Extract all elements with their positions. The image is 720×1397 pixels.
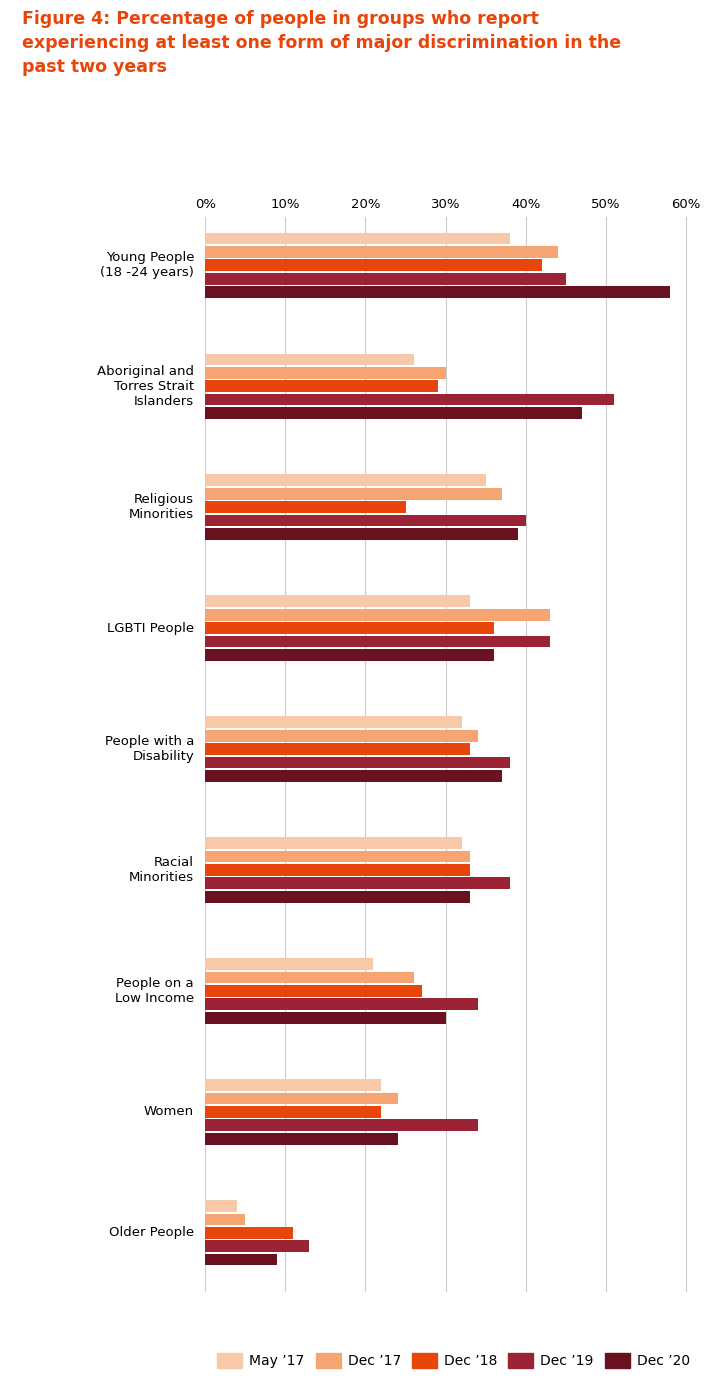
Bar (205, 1200, 238, 1213)
Bar (205, 246, 558, 257)
Bar (205, 380, 438, 393)
Bar (205, 717, 462, 728)
Bar (205, 609, 550, 620)
Bar (205, 1106, 382, 1118)
Bar (205, 407, 582, 419)
Text: Figure 4: Percentage of people in groups who report
experiencing at least one fo: Figure 4: Percentage of people in groups… (22, 10, 621, 77)
Bar (205, 1241, 310, 1252)
Bar (205, 272, 566, 285)
Bar (205, 528, 518, 539)
Bar (205, 851, 469, 862)
Bar (205, 877, 510, 890)
Bar (205, 595, 469, 608)
Bar (205, 1227, 293, 1239)
Bar (205, 1253, 277, 1266)
Bar (205, 729, 477, 742)
Bar (205, 650, 494, 661)
Bar (205, 1080, 382, 1091)
Bar (205, 999, 477, 1010)
Bar (205, 1011, 446, 1024)
Bar (205, 394, 614, 405)
Bar (205, 1133, 397, 1144)
Bar (205, 260, 541, 271)
Bar (205, 367, 446, 379)
Bar (205, 353, 413, 365)
Bar (205, 865, 469, 876)
Bar (205, 958, 374, 970)
Bar (205, 837, 462, 849)
Bar (205, 286, 670, 298)
Bar (205, 502, 405, 513)
Bar (205, 1092, 397, 1105)
Legend: May ’17, Dec ’17, Dec ’18, Dec ’19, Dec ’20: May ’17, Dec ’17, Dec ’18, Dec ’19, Dec … (212, 1348, 696, 1373)
Bar (205, 1119, 477, 1132)
Bar (205, 891, 469, 902)
Bar (205, 514, 526, 527)
Bar (205, 743, 469, 754)
Bar (205, 636, 550, 647)
Bar (205, 972, 413, 983)
Bar (205, 1214, 246, 1225)
Bar (205, 757, 510, 768)
Bar (205, 475, 486, 486)
Bar (205, 232, 510, 244)
Bar (205, 622, 494, 634)
Bar (205, 985, 421, 997)
Bar (205, 488, 502, 500)
Bar (205, 770, 502, 782)
